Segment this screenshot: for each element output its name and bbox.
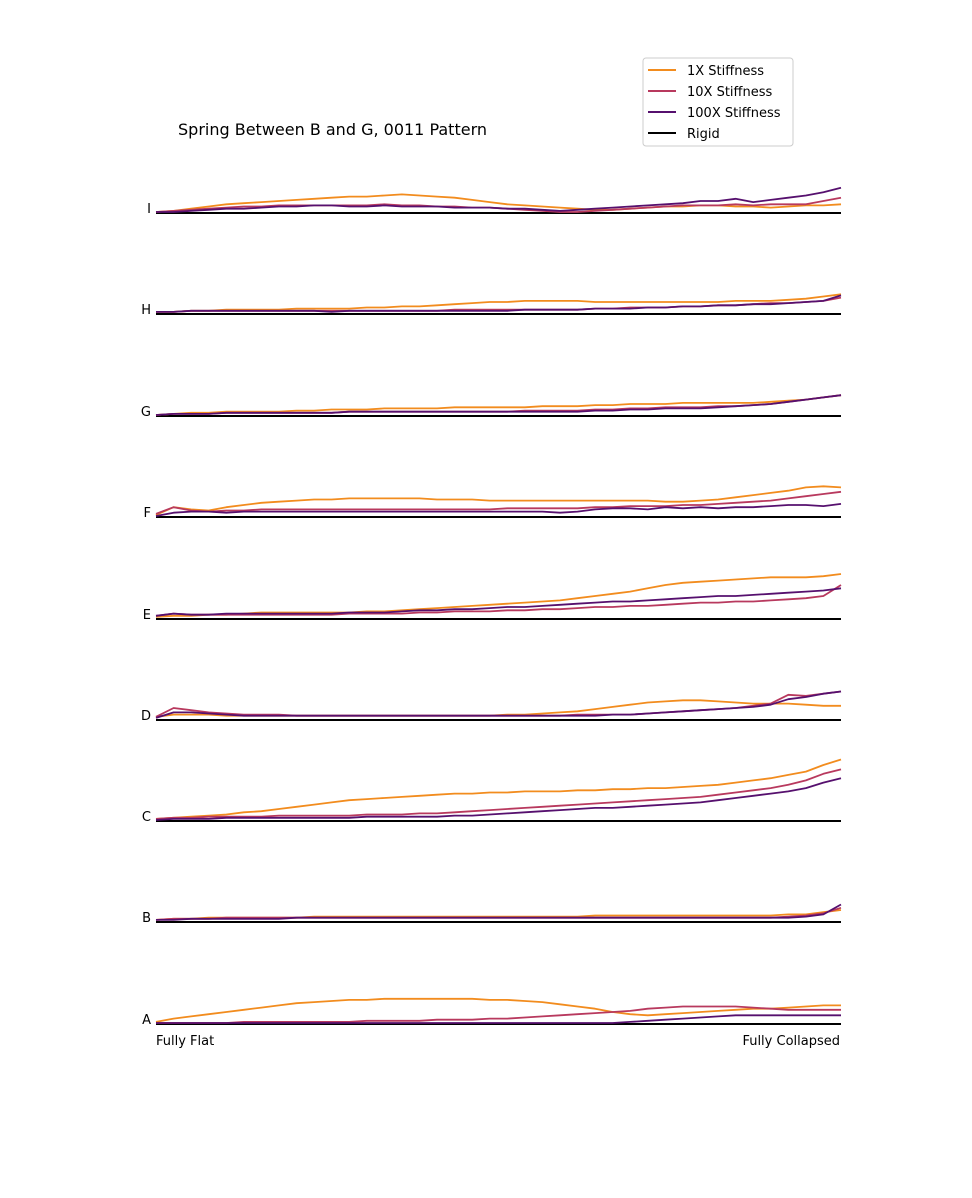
series-line-s100x	[155, 503, 842, 517]
legend-item: Rigid	[648, 127, 720, 142]
x-end-label: Fully Collapsed	[742, 1034, 840, 1049]
series-line-s1x	[155, 997, 841, 1023]
legend-label: Rigid	[687, 127, 720, 142]
legend-label: 1X Stiffness	[687, 64, 764, 79]
series-line-s100x	[156, 294, 842, 313]
row-D: D	[141, 690, 842, 724]
row-label: D	[141, 709, 151, 724]
row-C: C	[142, 758, 842, 825]
series-line-s100x	[155, 394, 842, 416]
row-G: G	[141, 394, 842, 420]
legend-label: 100X Stiffness	[687, 106, 781, 121]
row-label: B	[142, 911, 151, 926]
legend-item: 1X Stiffness	[648, 64, 764, 79]
row-A: A	[142, 997, 841, 1028]
series-line-s1x	[155, 193, 842, 213]
row-E: E	[143, 573, 842, 623]
series-line-s1x	[155, 758, 842, 820]
legend: 1X Stiffness 10X Stiffness 100X Stiffness R…	[642, 57, 794, 147]
row-I: I	[147, 186, 842, 217]
row-F: F	[144, 485, 842, 521]
series-line-s10x	[155, 768, 842, 820]
legend-frame	[642, 57, 794, 147]
series-line-s10x	[156, 1005, 841, 1024]
x-start-label: Fully Flat	[156, 1034, 214, 1049]
series-line-s10x	[155, 690, 842, 718]
row-label: G	[141, 405, 151, 420]
series-line-s10x	[155, 490, 842, 515]
chart-rows: I H G F E D C B A	[141, 186, 842, 1028]
legend-item: 100X Stiffness	[648, 106, 781, 121]
row-B: B	[142, 903, 842, 926]
row-label: H	[141, 303, 151, 318]
series-line-s1x	[155, 573, 842, 618]
series-line-s1x	[155, 485, 842, 516]
legend-item: 10X Stiffness	[648, 85, 773, 100]
row-label: A	[142, 1013, 151, 1028]
series-line-s10x	[155, 584, 842, 617]
chart-title: Spring Between B and G, 0011 Pattern	[178, 120, 487, 139]
row-label: I	[147, 202, 151, 217]
row-label: F	[144, 506, 151, 521]
row-label: E	[143, 608, 151, 623]
series-line-s100x	[155, 587, 842, 617]
series-line-s100x	[156, 903, 842, 921]
series-line-s1x	[156, 293, 842, 313]
legend-label: 10X Stiffness	[687, 85, 773, 100]
series-line-s1x	[155, 394, 842, 416]
series-line-s100x	[156, 1014, 841, 1024]
series-line-s100x	[155, 777, 842, 821]
series-line-s100x	[155, 690, 842, 719]
row-H: H	[141, 293, 842, 318]
series-line-s100x	[156, 186, 842, 213]
row-label: C	[142, 810, 151, 825]
